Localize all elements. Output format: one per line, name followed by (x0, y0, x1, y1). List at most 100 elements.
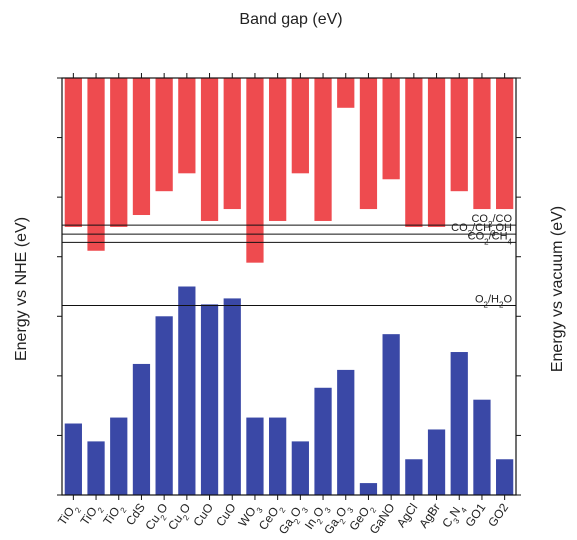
category-label-sub: 2 (315, 516, 325, 525)
conduction-band-bar (314, 78, 332, 221)
category-label-main: GaNO (367, 501, 398, 537)
valence-band-bar (314, 387, 332, 495)
reference-label-part: CO (468, 230, 485, 242)
category-label-sub: 2 (118, 505, 128, 514)
valence-band-bar (382, 334, 400, 495)
reference-label-part: 2 (484, 300, 489, 309)
conduction-band-bar (178, 78, 196, 174)
conduction-band-bar (427, 78, 446, 227)
conduction-band-bar (291, 78, 309, 174)
category-label-main: AgCl (394, 501, 420, 530)
category-label-tail: O (176, 501, 193, 517)
category-label-sub: 2 (368, 505, 378, 514)
valence-band-bar (155, 316, 173, 495)
category-label-main: GO1 (462, 500, 488, 529)
valence-band-bar (64, 423, 82, 495)
plot-area: CO2/COCO2/CH3OHCO2/CH4O2/H2OTiO2TiO2TiO2… (55, 73, 521, 539)
reference-label-part: /H (488, 294, 499, 306)
category-label-sub: 4 (459, 505, 469, 514)
category-label-sub: 3 (300, 505, 310, 514)
conduction-band-bar (155, 78, 173, 192)
conduction-band-bar (496, 78, 514, 210)
category-label: TiO2 (55, 500, 83, 530)
category-label: C3N4 (439, 500, 469, 532)
category-label-sub: 2 (95, 505, 105, 514)
reference-label-part: OH (496, 222, 513, 234)
conduction-band-bar (473, 78, 491, 210)
category-label-sub: 3 (254, 505, 264, 514)
conduction-band-bar (87, 78, 105, 251)
y-axis-label: Energy vs NHE (eV) (13, 217, 30, 361)
plot-frame (61, 77, 517, 496)
reference-label-part: CO (471, 213, 488, 225)
category-label-sub: 2 (181, 513, 191, 522)
reference-label-part: CO (451, 222, 468, 234)
valence-band-bar (291, 441, 309, 495)
valence-band-bar (427, 429, 446, 495)
reference-line-label: O2/H2O (475, 294, 512, 310)
category-label: GO2 (485, 500, 511, 529)
category-label: AgBr (416, 501, 443, 531)
conduction-band-bar (405, 78, 423, 227)
conduction-band-bar (382, 78, 400, 180)
category-label-tail: O (154, 501, 171, 517)
category-label: CuO (190, 501, 216, 529)
reference-line-label: CO2/CO (471, 213, 512, 229)
conduction-band-bar (223, 78, 241, 210)
reference-label-part: O (475, 294, 484, 306)
category-label-sub: 2 (292, 516, 302, 525)
category-label-sub: 2 (158, 513, 168, 522)
reference-label-part: 2 (484, 237, 489, 246)
valence-band-bar (269, 417, 287, 495)
valence-band-bar (110, 417, 128, 495)
valence-band-bar (405, 459, 423, 495)
reference-line-label: CO2/CH3OH (451, 222, 512, 238)
conduction-band-bar (337, 78, 355, 108)
category-label-main: CuO (190, 501, 216, 529)
y2-axis-label: Energy vs vacuum (eV) (549, 206, 566, 372)
category-label-main: CuO (213, 501, 239, 529)
reference-label-part: /CH (472, 222, 491, 234)
conduction-band-bar (359, 78, 378, 210)
category-label: Ga2O3 (321, 500, 355, 539)
category-label: TiO2 (100, 500, 128, 530)
conduction-band-bar (110, 78, 128, 227)
reference-label-part: 2 (488, 220, 493, 229)
category-label-sub: 2 (73, 505, 83, 514)
category-label: TiO2 (78, 500, 106, 530)
category-label-sub: 3 (322, 505, 332, 514)
category-label-sub: 3 (345, 505, 355, 514)
reference-line-label: CO2/CH4 (468, 230, 513, 246)
conduction-band-bar (246, 78, 264, 263)
category-label: GaNO (367, 501, 398, 537)
conduction-band-bar (269, 78, 287, 221)
category-label: In2O3 (302, 500, 333, 534)
category-label-sub: 3 (451, 516, 461, 525)
reference-label-part: /CO (492, 213, 512, 225)
reference-label-part: 2 (468, 229, 473, 238)
reference-label-part: 3 (491, 229, 496, 238)
valence-band-bar (87, 441, 105, 495)
valence-band-bar (359, 483, 378, 495)
reference-label-part: 2 (499, 300, 504, 309)
valence-band-bar (132, 363, 151, 495)
category-label: GO1 (462, 500, 488, 529)
category-label-sub: 2 (277, 505, 287, 514)
valence-band-bar (246, 417, 264, 495)
conduction-band-bar (450, 78, 468, 192)
reference-label-part: O (503, 294, 512, 306)
category-label-sub: 2 (337, 516, 347, 525)
conduction-band-bar (200, 78, 219, 221)
category-label: Ga2O3 (276, 500, 310, 539)
valence-band-bar (178, 286, 196, 495)
reference-label-part: 4 (508, 237, 513, 246)
conduction-band-bar (132, 78, 151, 216)
valence-band-bar (473, 399, 491, 495)
valence-band-bar (496, 459, 514, 495)
valence-band-bar (450, 352, 468, 495)
valence-band-bar (337, 369, 355, 495)
valence-band-bar (223, 298, 241, 495)
category-label-main: AgBr (416, 501, 443, 531)
category-label: AgCl (394, 501, 420, 530)
